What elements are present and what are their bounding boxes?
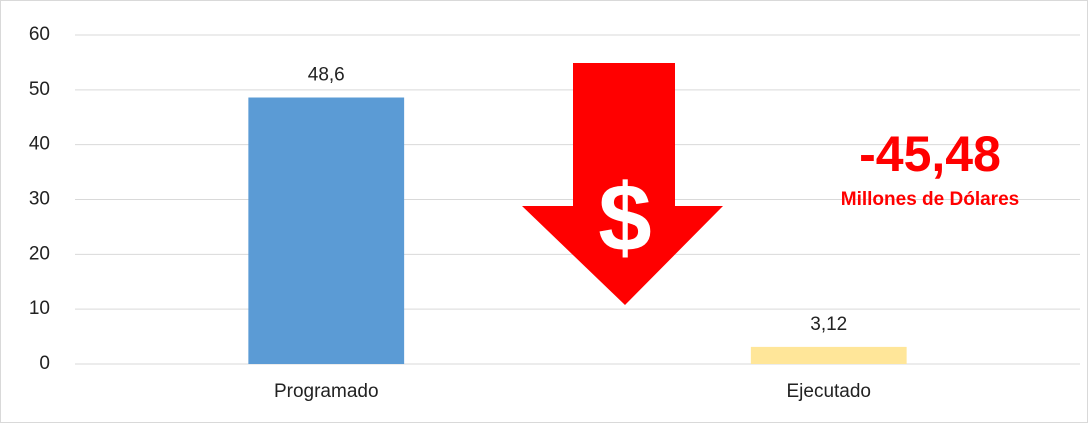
bar — [248, 97, 405, 364]
y-tick-label: 20 — [29, 243, 50, 264]
y-tick-label: 40 — [29, 134, 50, 155]
difference-label: -45,48 — [859, 126, 1001, 182]
value-label: 48,6 — [308, 65, 345, 86]
y-tick-label: 0 — [39, 353, 50, 374]
y-tick-label: 50 — [29, 79, 50, 100]
value-label: 3,12 — [810, 314, 847, 335]
y-tick-label: 30 — [29, 189, 50, 210]
y-tick-label: 10 — [29, 298, 50, 319]
down-arrow — [522, 63, 723, 305]
arrow-symbol: $ — [598, 164, 651, 271]
x-tick-label: Ejecutado — [786, 381, 871, 402]
y-tick-label: 60 — [29, 24, 50, 45]
x-tick-label: Programado — [274, 381, 379, 402]
bar — [750, 346, 907, 364]
unit-label: Millones de Dólares — [841, 189, 1019, 210]
